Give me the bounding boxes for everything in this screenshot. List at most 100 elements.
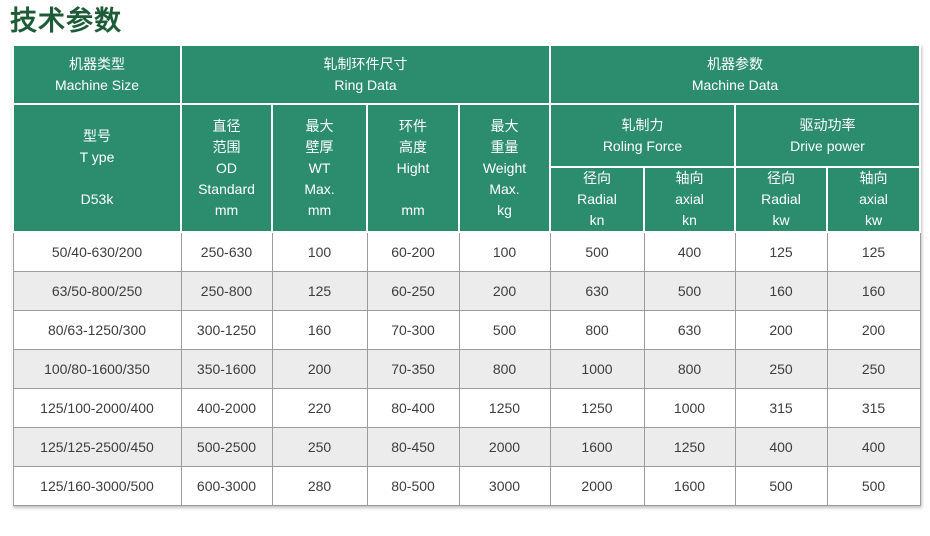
value-cell: 500 — [458, 309, 551, 350]
header-radial-kn: 径向 Radial kn — [549, 166, 645, 233]
header-line: D53k — [80, 191, 114, 207]
value-cell: 60-200 — [366, 231, 460, 272]
header-type-model: 型号 T ype D53k — [12, 103, 182, 233]
model-cell: 80/63-1250/300 — [12, 309, 182, 350]
header-line: Ring Data — [334, 76, 397, 93]
page-title: 技术参数 — [10, 6, 122, 36]
header-line: 高度 — [399, 138, 427, 155]
table-row: 50/40-630/200 250-630 100 60-200 100 500 400 12… — [12, 231, 921, 272]
value-cell: 630 — [549, 270, 645, 311]
model-cell: 125/125-2500/450 — [12, 426, 182, 467]
value-cell: 400 — [734, 426, 828, 467]
table-row: 125/125-2500/450 500-2500 250 80-450 2000 160… — [12, 426, 921, 467]
value-cell: 350-1600 — [180, 348, 273, 389]
header-line: Radial — [577, 191, 617, 207]
header-line: kg — [497, 201, 512, 218]
header-line: OD — [216, 159, 237, 176]
header-line — [368, 179, 458, 200]
value-cell: 500 — [549, 231, 645, 272]
value-cell: 70-300 — [366, 309, 460, 350]
header-line: 轴向 — [859, 170, 888, 186]
header-line: Machine Data — [691, 76, 779, 93]
header-radial-kw: 径向 Radial kw — [734, 166, 828, 233]
header-line: 机器参数 — [707, 55, 763, 72]
header-line: kw — [772, 212, 790, 228]
header-line: axial — [675, 191, 704, 207]
header-line: 轴向 — [675, 170, 704, 186]
header-drive-power: 驱动功率 Drive power — [733, 103, 922, 168]
value-cell: 315 — [826, 387, 921, 428]
parameters-table: 机器类型 Machine Size 轧制环件尺寸 Ring Data 机器参数 … — [12, 44, 922, 506]
value-cell: 400-2000 — [180, 387, 273, 428]
header-line: 型号 — [83, 128, 111, 144]
header-rolling-force: 轧制力 Roling Force — [549, 103, 736, 168]
value-cell: 300-1250 — [180, 309, 273, 350]
value-cell: 500 — [643, 270, 736, 311]
header-line: 轧制环件尺寸 — [323, 55, 408, 72]
header-line: Max. — [489, 180, 520, 197]
table-row: 100/80-1600/350 350-1600 200 70-350 800 1000 8… — [12, 348, 921, 389]
value-cell: 250-800 — [180, 270, 273, 311]
value-cell: 600-3000 — [180, 465, 273, 506]
value-cell: 250-630 — [180, 231, 273, 272]
value-cell: 220 — [271, 387, 368, 428]
header-line: kn — [589, 212, 605, 228]
value-cell: 250 — [734, 348, 828, 389]
value-cell: 1600 — [643, 465, 736, 506]
value-cell: 800 — [458, 348, 551, 389]
header-line: mm — [214, 201, 239, 218]
column-header-row: 型号 T ype D53k 直径 范围 OD Standard mm 最大 壁厚… — [12, 103, 922, 233]
group-header-row: 机器类型 Machine Size 轧制环件尺寸 Ring Data 机器参数 … — [12, 44, 922, 105]
header-line: Standard — [198, 180, 255, 197]
value-cell: 80-500 — [366, 465, 460, 506]
value-cell: 500-2500 — [180, 426, 273, 467]
header-line: 驱动功率 — [799, 116, 856, 133]
value-cell: 200 — [826, 309, 921, 350]
value-cell: 1250 — [549, 387, 645, 428]
value-cell: 70-350 — [366, 348, 460, 389]
header-line: 壁厚 — [305, 138, 334, 155]
value-cell: 100 — [271, 231, 368, 272]
table-row: 63/50-800/250 250-800 125 60-250 200 630 500 16… — [12, 270, 921, 311]
value-cell: 2000 — [458, 426, 551, 467]
header-line — [14, 168, 180, 189]
value-cell: 3000 — [458, 465, 551, 506]
header-line: 环件 — [399, 117, 427, 134]
table-row: 80/63-1250/300 300-1250 160 70-300 500 800 630… — [12, 309, 921, 350]
header-line: 范围 — [212, 138, 241, 155]
header-line: 径向 — [583, 170, 611, 186]
header-line: Roling Force — [602, 137, 683, 154]
model-cell: 125/160-3000/500 — [12, 465, 182, 506]
table-body: 50/40-630/200 250-630 100 60-200 100 500 400 12… — [12, 231, 921, 506]
header-line: axial — [859, 191, 888, 207]
header-line: 重量 — [490, 138, 519, 155]
header-line: WT — [308, 159, 331, 176]
value-cell: 200 — [271, 348, 368, 389]
value-cell: 800 — [643, 348, 736, 389]
header-line: 机器类型 — [69, 55, 125, 72]
header-line: Hight — [396, 159, 430, 176]
value-cell: 800 — [549, 309, 645, 350]
value-cell: 125 — [271, 270, 368, 311]
value-cell: 200 — [734, 309, 828, 350]
value-cell: 80-450 — [366, 426, 460, 467]
header-line: Machine Size — [54, 76, 140, 93]
value-cell: 1600 — [549, 426, 645, 467]
value-cell: 1250 — [643, 426, 736, 467]
header-od-range: 直径 范围 OD Standard mm — [180, 103, 273, 233]
value-cell: 80-400 — [366, 387, 460, 428]
table-row: 125/100-2000/400 400-2000 220 80-400 1250 125… — [12, 387, 921, 428]
table-header: 机器类型 Machine Size 轧制环件尺寸 Ring Data 机器参数 … — [12, 44, 922, 233]
value-cell: 280 — [271, 465, 368, 506]
header-line: 轧制力 — [621, 116, 664, 133]
header-line: Max. — [304, 180, 335, 197]
header-machine-size: 机器类型 Machine Size — [12, 44, 182, 105]
header-line: Weight — [482, 159, 527, 176]
table-row: 125/160-3000/500 600-3000 280 80-500 3000 200… — [12, 465, 921, 506]
header-axial-kn: 轴向 axial kn — [643, 166, 736, 233]
value-cell: 60-250 — [366, 270, 460, 311]
value-cell: 1000 — [643, 387, 736, 428]
header-line: T ype — [79, 149, 115, 165]
value-cell: 250 — [271, 426, 368, 467]
